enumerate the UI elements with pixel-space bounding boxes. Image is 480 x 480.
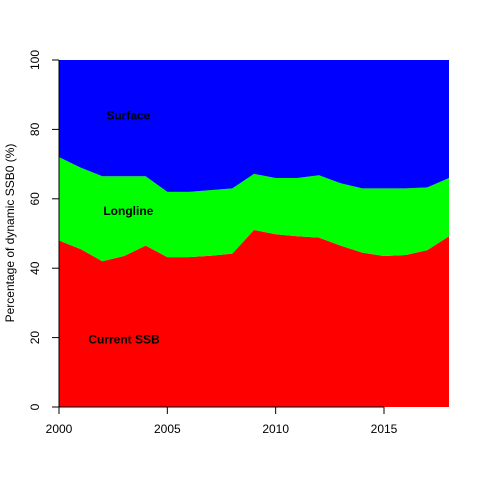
area-label-surface: Surface xyxy=(106,109,150,123)
x-tick-label-2005: 2005 xyxy=(154,422,181,436)
x-tick-label-2015: 2015 xyxy=(371,422,398,436)
area-label-current-ssb: Current SSB xyxy=(88,332,160,346)
area-layer xyxy=(59,60,449,407)
x-tick-label-2010: 2010 xyxy=(262,422,289,436)
area-current-ssb xyxy=(59,230,449,407)
y-tick-label-100: 100 xyxy=(28,50,42,70)
area-longline xyxy=(59,157,449,262)
y-tick-label-60: 60 xyxy=(28,192,42,206)
x-tick-label-2000: 2000 xyxy=(46,422,73,436)
y-tick-label-40: 40 xyxy=(28,261,42,275)
area-label-longline: Longline xyxy=(103,204,153,218)
y-axis: 0 20 40 60 80 100 xyxy=(28,50,60,410)
y-tick-label-0: 0 xyxy=(28,403,42,410)
x-axis: 2000 2005 2010 2015 xyxy=(46,406,398,436)
y-tick-label-80: 80 xyxy=(28,122,42,136)
area-label-layer: Surface Longline Current SSB xyxy=(88,109,160,347)
area-surface xyxy=(59,60,449,192)
y-axis-title: Percentage of dynamic SSB0 (%) xyxy=(3,144,17,323)
y-tick-label-20: 20 xyxy=(28,331,42,345)
